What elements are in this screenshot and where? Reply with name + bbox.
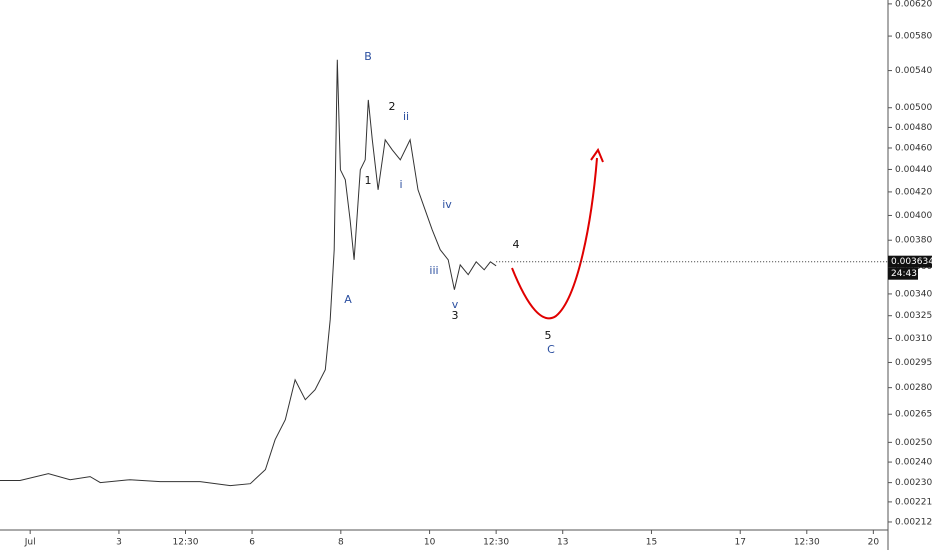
y-tick-label: 0.0029500 — [895, 358, 932, 368]
y-tick-label: 0.0024000 — [895, 458, 932, 468]
price-line — [0, 59, 497, 487]
x-tick-label: 8 — [338, 538, 344, 548]
wave-label: i — [399, 178, 402, 191]
x-tick-label: 12:30 — [794, 538, 820, 548]
y-tick-label: 0.0022100 — [895, 497, 932, 507]
wave-label: 1 — [365, 174, 372, 187]
wave-label: B — [364, 50, 372, 63]
x-tick-label: 13 — [557, 538, 568, 548]
y-tick-label: 0.0038000 — [895, 236, 932, 246]
wave-label: ii — [403, 110, 409, 123]
x-tick-label: 3 — [116, 538, 122, 548]
wave-label: v — [452, 298, 459, 311]
y-tick-label: 0.0062000 — [895, 0, 932, 9]
x-tick-label: 17 — [734, 538, 745, 548]
y-tick-label: 0.0044000 — [895, 165, 932, 175]
y-tick-label: 0.0031000 — [895, 334, 932, 344]
y-tick-label: 0.0025000 — [895, 438, 932, 448]
wave-label: 2 — [389, 100, 396, 113]
last-price-box — [888, 255, 932, 268]
y-tick-label: 0.0032500 — [895, 311, 932, 321]
y-tick-label: 0.0048000 — [895, 123, 932, 133]
x-tick-label: 6 — [249, 538, 255, 548]
y-tick-label: 0.0023000 — [895, 478, 932, 488]
y-tick-label: 0.0042000 — [895, 187, 932, 197]
y-tick-label: 0.0058000 — [895, 32, 932, 42]
last-price-label: 0.0036347 — [891, 257, 932, 267]
x-tick-label: 10 — [424, 538, 436, 548]
y-tick-label: 0.0034000 — [895, 289, 932, 299]
y-tick-label: 0.0028000 — [895, 383, 932, 393]
wave-label: iv — [442, 198, 452, 211]
y-tick-label: 0.0026500 — [895, 410, 932, 420]
wave-label: iii — [429, 264, 438, 277]
projection-arrow — [511, 157, 598, 320]
x-tick-label: Jul — [24, 538, 36, 548]
x-tick-label: 12:30 — [173, 538, 199, 548]
wave-label: A — [344, 293, 352, 306]
wave-label: 3 — [452, 309, 459, 322]
x-tick-label: 20 — [868, 538, 880, 548]
wave-label: 5 — [545, 329, 552, 342]
wave-label: C — [547, 343, 555, 356]
countdown-box — [888, 267, 918, 280]
y-tick-label: 0.0054000 — [895, 66, 932, 76]
y-tick-label: 0.0021200 — [895, 517, 932, 527]
x-tick-label: 12:30 — [483, 538, 509, 548]
countdown-label: 24:43 — [891, 269, 917, 279]
y-tick-label: 0.0050000 — [895, 103, 932, 113]
wave-label: 4 — [513, 238, 520, 251]
x-tick-label: 15 — [646, 538, 657, 548]
arrow-head — [590, 147, 604, 163]
y-tick-label: 0.0046000 — [895, 143, 932, 153]
y-tick-label: 0.0040000 — [895, 211, 932, 221]
